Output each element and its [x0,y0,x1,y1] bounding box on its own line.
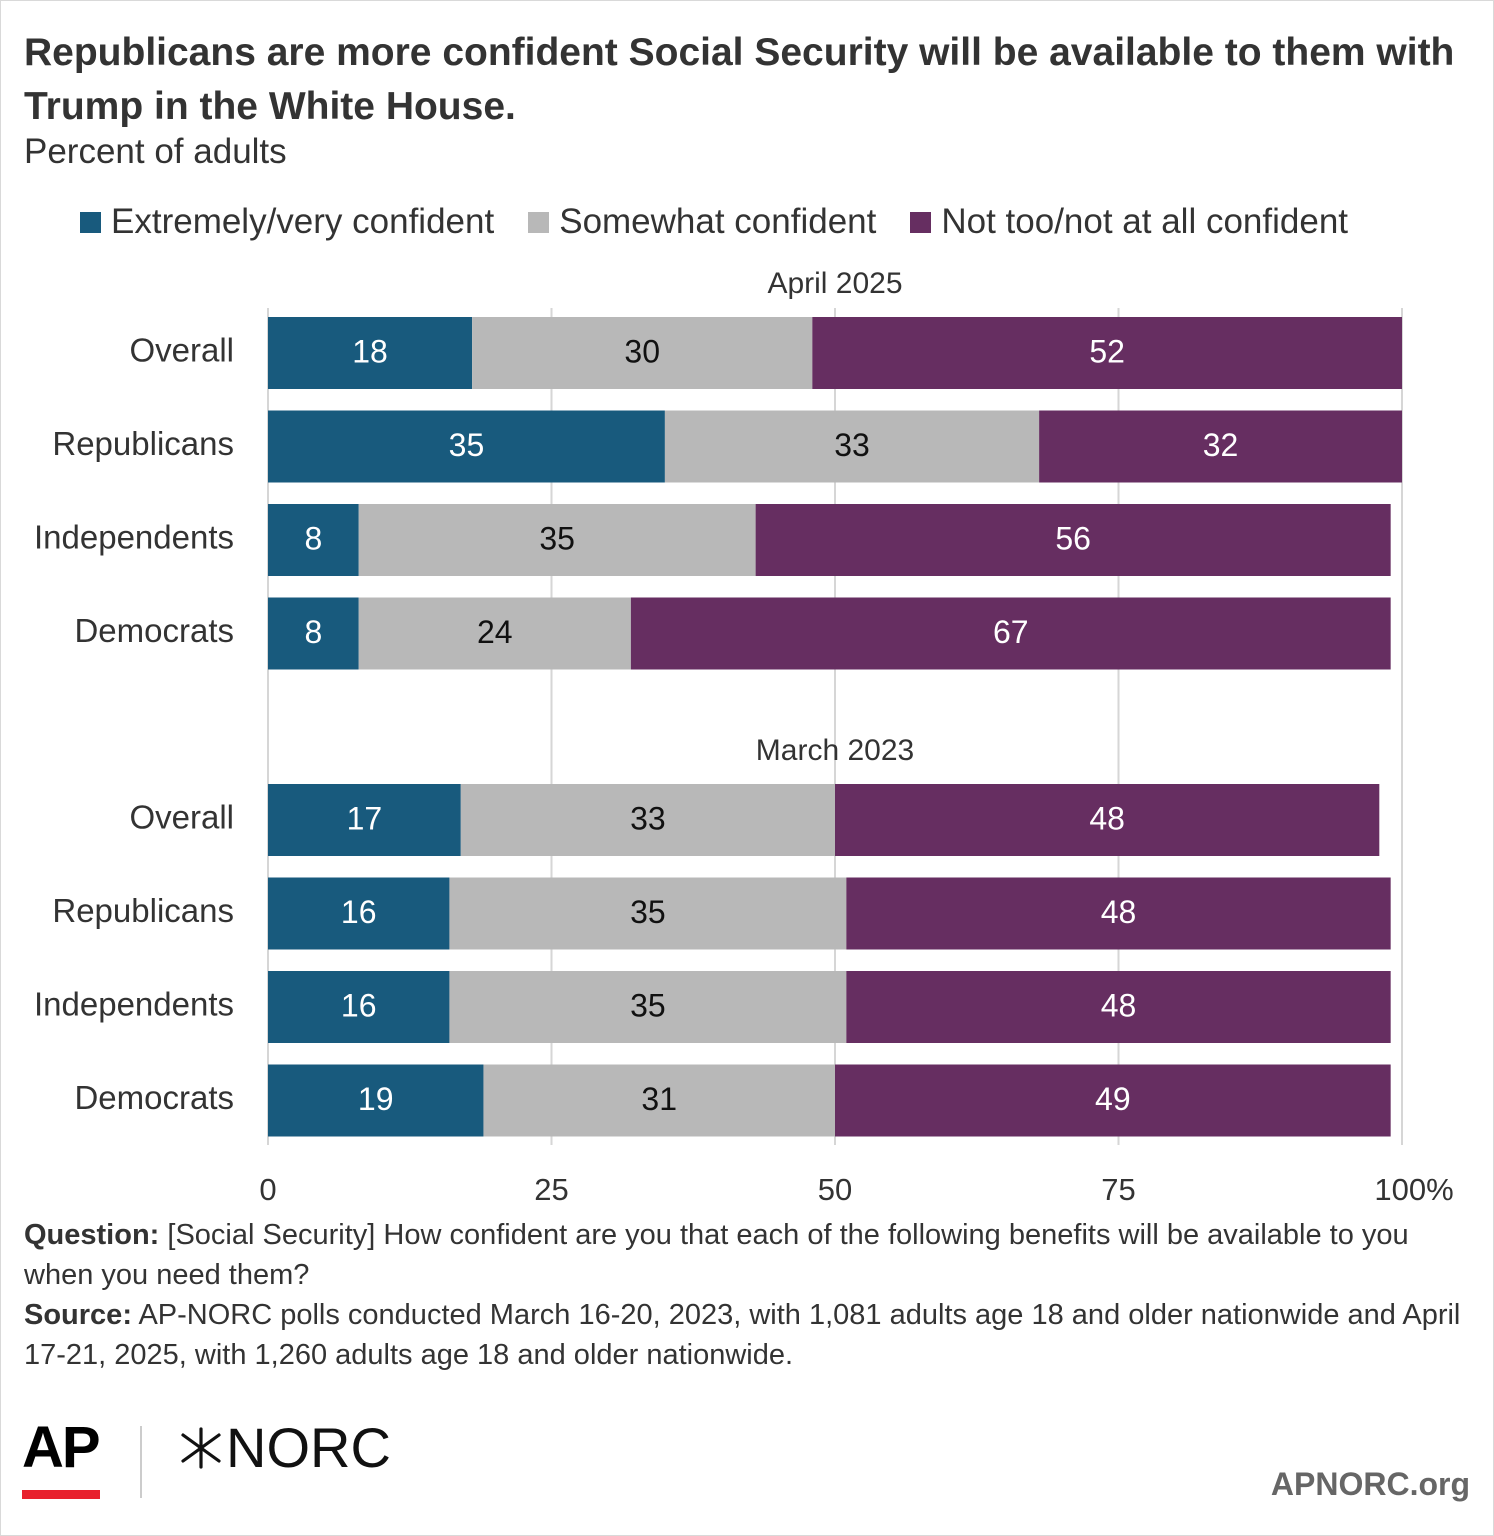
logo-divider [140,1426,142,1498]
legend-label: Somewhat confident [559,202,877,241]
group-label: March 2023 [756,734,914,767]
bar-segment [268,504,359,576]
legend-item: Not too/not at all confident [910,202,1348,242]
legend-item: Extremely/very confident [80,202,494,242]
data-label: 48 [1101,987,1137,1023]
data-label: 35 [630,987,666,1023]
data-label: 35 [539,520,575,556]
data-label: 31 [641,1081,677,1117]
category-label: Independents [34,519,234,556]
bar-segment [664,410,1040,483]
bar-segment [835,784,1380,856]
data-label: 52 [1089,333,1125,369]
norc-star-icon [181,1427,221,1469]
ap-logo: AP [22,1415,101,1480]
data-label: 30 [624,333,660,369]
norc-logo: NORC [176,1418,391,1478]
category-label: Overall [129,799,234,836]
data-label: 8 [304,520,322,556]
question-label: Question: [24,1219,160,1251]
data-label: 17 [347,800,383,836]
bar-segment [268,784,461,856]
x-tick-label: 75 [1101,1172,1135,1207]
bar-segment [268,1064,484,1137]
bar-segment [358,504,756,576]
bar-segment [268,971,450,1043]
data-label: 35 [449,427,485,463]
legend-swatch [80,211,101,233]
bar-segment [1039,410,1402,483]
bar-segment [755,504,1391,576]
bar-segment [846,877,1391,950]
bar-segment [812,317,1402,389]
category-label: Democrats [74,1079,234,1116]
bar-segment [835,1064,1391,1137]
source-text: AP-NORC polls conducted March 16-20, 202… [24,1299,1461,1371]
norc-logo-text: NORC [226,1416,391,1479]
chart-title: Republicans are more confident Social Se… [24,31,1455,128]
legend-swatch [528,211,550,233]
legend-label: Not too/not at all confident [941,202,1349,241]
x-tick-label: 100% [1374,1172,1453,1207]
question-text: [Social Security] How confident are you … [24,1219,1409,1291]
data-label: 19 [358,1081,394,1117]
bar-segment [268,877,450,950]
data-label: 33 [630,800,666,836]
bar-segment [268,410,665,483]
x-tick-label: 25 [534,1172,568,1207]
category-label: Independents [34,986,234,1023]
x-tick-label: 50 [818,1172,852,1207]
data-label: 8 [304,614,322,650]
bar-segment [449,877,847,950]
bar-segment [358,597,631,670]
bar-segment [449,971,847,1043]
data-label: 18 [352,333,388,369]
bar-segment [483,1064,835,1137]
bar-segment [268,597,359,670]
bar-segment [846,971,1391,1043]
legend-swatch [910,211,932,233]
group-label: April 2025 [767,267,902,300]
question-note: Question: [Social Security] How confiden… [24,1215,1464,1295]
site-url: APNORC.org [1270,1466,1470,1502]
data-label: 48 [1101,894,1137,930]
legend-label: Extremely/very confident [111,202,495,241]
category-label: Overall [129,332,234,369]
data-label: 67 [993,614,1029,650]
data-label: 56 [1055,520,1091,556]
data-label: 32 [1203,427,1239,463]
source-label: Source: [24,1299,132,1331]
data-label: 16 [341,894,377,930]
source-note: Source: AP-NORC polls conducted March 16… [24,1295,1464,1375]
ap-logo-underline [22,1490,100,1499]
data-label: 48 [1089,800,1125,836]
legend-item: Somewhat confident [528,202,876,242]
data-label: 24 [477,614,513,650]
bar-segment [472,317,813,389]
bar-segment [460,784,835,856]
category-label: Republicans [52,425,234,462]
data-label: 49 [1095,1081,1131,1117]
chart-notes: Question: [Social Security] How confiden… [24,1215,1464,1375]
data-label: 35 [630,894,666,930]
category-label: Democrats [74,612,234,649]
bar-segment [630,597,1391,670]
data-label: 33 [834,427,870,463]
category-label: Republicans [52,892,234,929]
x-tick-label: 0 [259,1172,276,1207]
stacked-bar-chart: April 2025 Overall 18 30 52 Republicans 35 33 32… [34,267,1454,1207]
chart-subtitle: Percent of adults [24,132,287,171]
legend: Extremely/very confident Somewhat confide… [80,200,1348,244]
data-label: 16 [341,987,377,1023]
bar-segment [268,317,473,389]
